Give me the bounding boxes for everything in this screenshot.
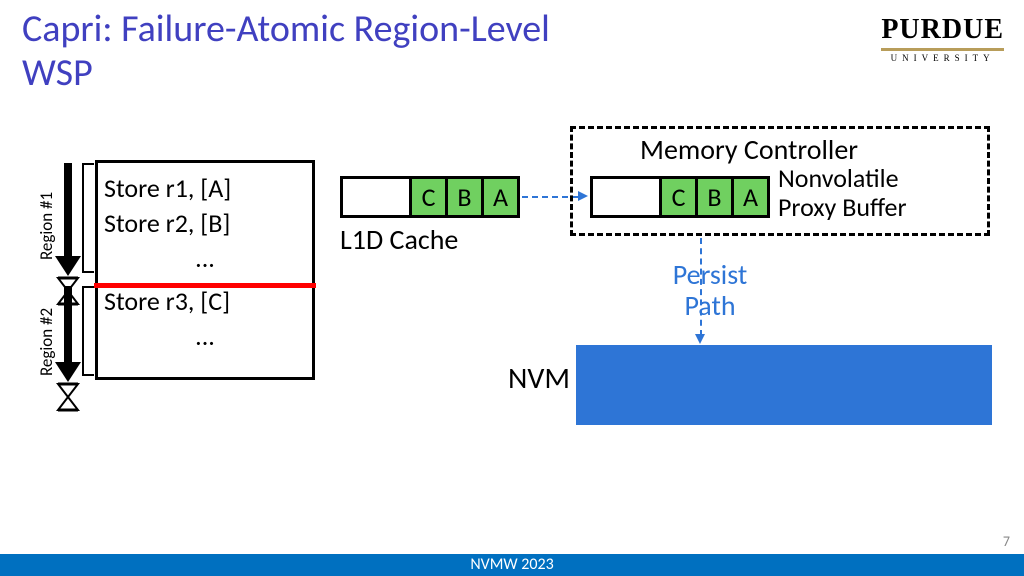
persist-l1: Persist [673, 257, 748, 292]
code-line-3: Store r3, [C] [104, 284, 306, 319]
hourglass-icon-1 [56, 276, 80, 306]
slide-title: Capri: Failure-Atomic Region-Level WSP [22, 8, 550, 95]
nvm-box [576, 345, 992, 425]
ellipsis-2: ... [104, 319, 306, 354]
title-line-1: Capri: Failure-Atomic Region-Level [22, 6, 550, 52]
l1d-cell-c: C [409, 179, 445, 215]
code-region-box: Store r1, [A] Store r2, [B] ... Store r3… [95, 160, 315, 380]
proxy-cell-b: B [695, 179, 731, 215]
arrow-tip-persist [695, 334, 705, 344]
l1d-cell-b: B [445, 179, 481, 215]
title-line-2: WSP [22, 50, 93, 96]
footer-bar: NVMW 2023 [0, 554, 1024, 576]
l1d-empty-slot [343, 179, 409, 215]
arrow-head-1 [55, 256, 81, 276]
code-line-1: Store r1, [A] [104, 171, 306, 206]
proxy-buffer-box: C B A [590, 176, 770, 218]
region-divider [94, 283, 316, 288]
proxy-empty-slot [593, 179, 659, 215]
arrow-region-1 [64, 163, 72, 258]
bracket-region-2 [82, 286, 94, 376]
code-line-2: Store r2, [B] [104, 206, 306, 241]
l1d-cache-box: C B A [340, 176, 520, 218]
region-2-label: Region #2 [36, 308, 57, 376]
proxy-label-line-1: Nonvolatile [778, 162, 899, 194]
l1d-cache-label: L1D Cache [340, 222, 458, 257]
ellipsis-1: ... [104, 241, 306, 276]
persist-l2: Path [684, 288, 735, 323]
l1d-cell-a: A [481, 179, 517, 215]
proxy-label-line-2: Proxy Buffer [778, 191, 907, 223]
purdue-logo: PURDUE UNIVERSITY [881, 14, 1004, 63]
arrow-head-2 [55, 362, 81, 382]
page-number: 7 [1003, 533, 1010, 550]
bracket-region-1 [82, 163, 94, 273]
hourglass-icon-2 [56, 382, 80, 412]
persist-path-label: Persist Path [650, 260, 770, 322]
logo-main: PURDUE [881, 14, 1004, 51]
proxy-cell-a: A [731, 179, 767, 215]
proxy-buffer-label: Nonvolatile Proxy Buffer [778, 164, 907, 221]
nvm-label: NVM [508, 360, 570, 397]
logo-sub: UNIVERSITY [881, 53, 1004, 63]
proxy-cell-c: C [659, 179, 695, 215]
region-1-label: Region #1 [36, 192, 57, 260]
